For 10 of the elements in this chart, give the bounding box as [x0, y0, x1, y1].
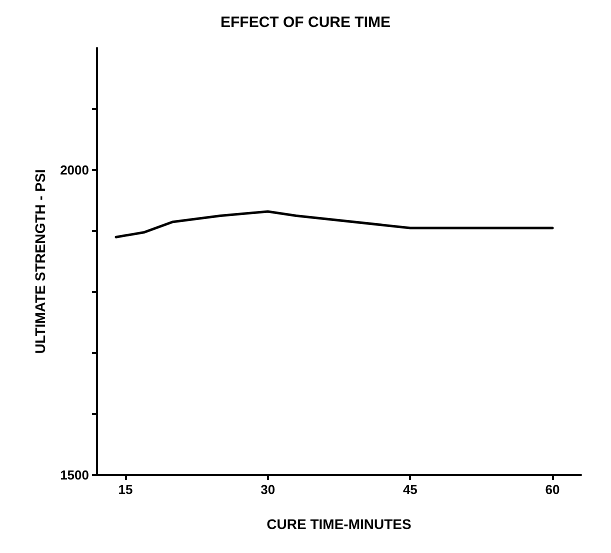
- y-tick-label: 1500: [60, 468, 89, 482]
- x-tick-label: 30: [260, 482, 276, 497]
- x-tick-label: 60: [545, 482, 560, 497]
- line-series: [114, 210, 554, 238]
- y-axis-title: ULTIMATE STRENGTH - PSI: [32, 169, 48, 354]
- chart-title: EFFECT OF CURE TIME: [220, 14, 390, 31]
- x-axis-title: CURE TIME-MINUTES: [266, 516, 412, 532]
- y-tick-label: 2000: [60, 162, 89, 178]
- x-tick-label: 45: [402, 482, 418, 497]
- x-tick-label: 15: [118, 482, 133, 497]
